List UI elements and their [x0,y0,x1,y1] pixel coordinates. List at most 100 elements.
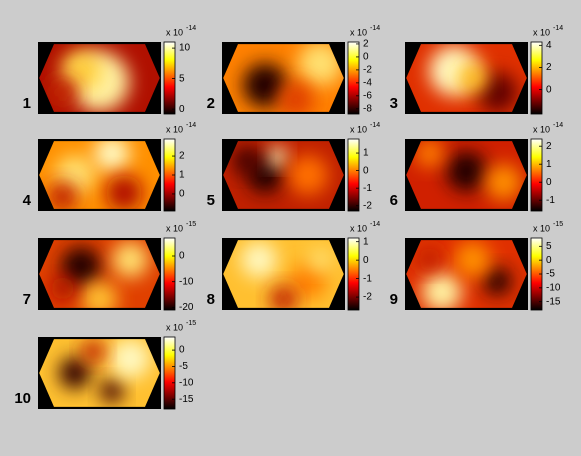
heat-blob [483,267,511,295]
colorbar-exponent: -14 [370,221,380,228]
colorbar-scale: x 10 [533,223,550,233]
colorbar-tick-label: 2 [363,39,369,50]
colorbar-exponent: -14 [553,122,563,129]
panel-number: 1 [23,95,31,112]
heat-blob [485,164,521,200]
colorbar-tick-label: -20 [179,302,194,313]
colorbar-tick-label: -5 [179,361,188,372]
colorbar-exponent: -14 [186,122,196,129]
heatmap [38,238,161,317]
panel-number: 7 [23,291,31,308]
panel-number: 6 [390,192,398,209]
heatmap [405,42,528,114]
colorbar-tick-label: -1 [546,195,555,206]
colorbar [164,42,175,114]
heat-blob [308,248,332,272]
heatmap [222,139,345,211]
colorbar-tick-label: -5 [546,269,555,280]
colorbar [164,238,175,310]
colorbar-tick-label: 1 [179,170,185,181]
colorbar-tick-label: 0 [363,52,369,63]
colorbar-tick-label: -2 [363,200,372,211]
figure: 11050x 10-14220-2-4-6-8x 10-143420x 10-1… [0,0,581,456]
colorbar-exponent: -15 [553,221,563,228]
panel-number: 9 [390,291,398,308]
heatmap [222,42,345,118]
colorbar-exponent: -14 [370,122,380,129]
heat-blob [288,155,328,195]
colorbar-exponent: -14 [370,25,380,32]
colorbar [348,139,359,211]
colorbar-exponent: -14 [553,25,563,32]
colorbar [164,337,175,409]
colorbar-scale: x 10 [350,124,367,134]
colorbar-tick-label: -10 [179,377,194,388]
colorbar-tick-label: 5 [179,73,185,84]
heat-blob [455,242,491,278]
heat-blob [81,339,105,363]
colorbar-tick-label: -1 [363,183,372,194]
colorbar-exponent: -14 [186,25,196,32]
colorbar-scale: x 10 [533,27,550,37]
colorbar-tick-label: 0 [179,345,185,356]
colorbar-scale: x 10 [350,223,367,233]
colorbar-tick-label: 2 [179,151,185,162]
colorbar-tick-label: -6 [363,90,372,101]
colorbar-tick-label: 0 [179,104,185,115]
panel-number: 3 [390,95,398,112]
colorbar-tick-label: 2 [546,62,552,73]
colorbar-tick-label: 0 [546,84,552,95]
colorbar-tick-label: 0 [363,165,369,176]
colorbar-scale: x 10 [166,124,183,134]
heatmap [405,238,528,312]
colorbar [348,238,359,310]
heat-blob [458,63,488,93]
heat-blob [59,357,91,389]
colorbar-tick-label: 0 [546,255,552,266]
panel-number: 4 [23,192,32,209]
heat-blob [106,175,142,211]
colorbar-tick-label: 0 [363,255,369,266]
colorbar-tick-label: 0 [546,177,552,188]
colorbar-tick-label: -2 [363,292,372,303]
colorbar-scale: x 10 [166,322,183,332]
heat-blob [48,77,78,107]
colorbar-tick-label: 5 [546,241,552,252]
colorbar [348,42,359,114]
heat-blob [422,272,462,312]
colorbar-tick-label: -8 [363,103,372,114]
colorbar [531,42,542,114]
heat-blob [233,147,261,175]
heatmap [38,135,161,211]
colorbar-scale: x 10 [533,124,550,134]
heatmap [38,42,161,114]
heat-blob [100,379,124,403]
heat-blob [418,248,442,272]
colorbar-scale: x 10 [350,27,367,37]
colorbar-tick-label: -4 [363,78,372,89]
colorbar-tick-label: 1 [363,236,369,247]
colorbar-exponent: -15 [186,320,196,327]
panel-number: 5 [207,192,215,209]
heatmap [222,238,345,313]
heat-blob [447,151,487,191]
colorbar-tick-label: -10 [546,282,561,293]
heatmap [38,337,161,409]
colorbar-tick-label: -1 [363,273,372,284]
colorbar-tick-label: -2 [363,65,372,76]
colorbar-tick-label: -15 [546,296,561,307]
heat-blob [112,242,148,278]
heat-blob [51,276,75,300]
heat-blob [110,339,150,379]
colorbar-scale: x 10 [166,27,183,37]
panel-number: 8 [207,291,215,308]
heat-blob [241,242,277,278]
colorbar-tick-label: 4 [546,40,552,51]
panel-number: 10 [14,390,31,407]
colorbar-exponent: -15 [186,221,196,228]
colorbar-tick-label: 2 [546,141,552,152]
colorbar-tick-label: 0 [179,189,185,200]
colorbar-tick-label: -15 [179,394,194,405]
heatmap [405,139,528,211]
colorbar-tick-label: 0 [179,251,185,262]
